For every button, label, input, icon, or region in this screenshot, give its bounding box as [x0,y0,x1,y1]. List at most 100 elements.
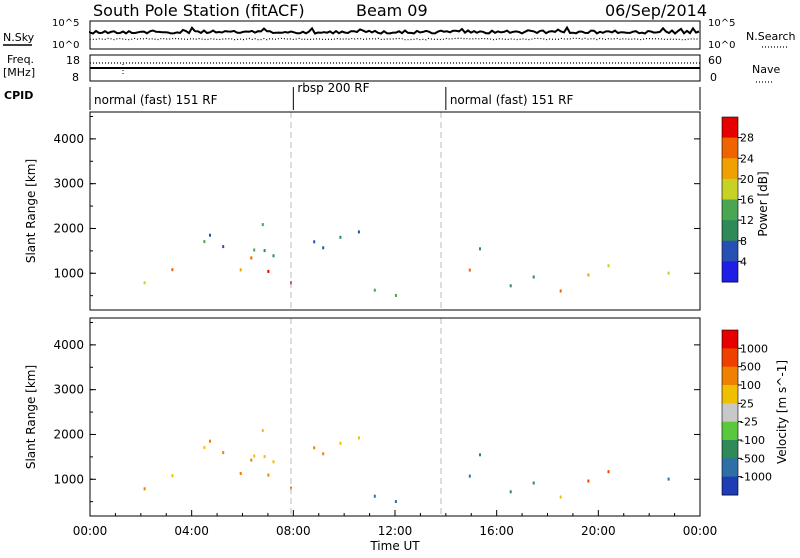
range-cell [373,494,376,498]
range-cell [607,264,610,268]
velocity-colorbar-label: Velocity [m s^-1] [775,360,789,464]
range-cell [509,490,512,494]
power-colorbar-tick-label: 20 [740,173,754,186]
power-colorbar-tick-label: 4 [740,255,747,268]
range-cell [222,451,225,455]
range-cell [222,245,225,249]
range-cell [509,284,512,288]
power-colorbar-tick-label: 28 [740,132,754,145]
cpid-panel: CPID normal (fast) 151 RF rbsp 200 RF norm… [4,81,701,110]
x-tick-label: 04:00 [174,524,209,538]
nsearch-label: N.Search [746,30,796,43]
range-cell [559,289,562,293]
power-colorbar-tick-label: 24 [740,152,754,165]
power-panel: 1000 2000 3000 4000 Slant Range [km] 28 24 20… [24,111,770,311]
y-tick-label: 1000 [53,472,84,486]
velocity-xlabel: Time UT [369,539,420,553]
nave-tick-high: 60 [708,54,722,67]
velocity-colorbar-tick-label: -25 [740,416,758,429]
range-cell [313,240,316,244]
range-cell [607,470,610,474]
power-ylabel: Slant Range [km] [24,159,38,263]
velocity-colorbar-tick-label: 1000 [740,342,768,355]
range-cell [203,240,206,244]
velocity-colorbar-swatch [722,330,738,349]
velocity-colorbar-tick-label: 25 [740,397,754,410]
range-cell [587,479,590,483]
range-cell [322,452,325,456]
velocity-colorbar-tick-label: -500 [740,452,765,465]
range-cell [272,460,275,464]
range-cell [313,446,316,450]
x-tick-label: 08:00 [276,524,311,538]
velocity-panel: 1000 2000 3000 4000 00:00 04:00 08:00 12:00 16:… [24,317,789,553]
range-cell [468,474,471,478]
power-colorbar-swatch [722,117,738,139]
range-cell [339,235,342,239]
range-cell [532,275,535,279]
range-cell [267,269,270,273]
velocity-colorbar-swatch [722,421,738,441]
range-cell [209,233,211,237]
nsky-label: N.Sky [3,31,35,44]
range-cell [261,223,264,227]
freq-tick-low: 8 [72,71,79,84]
range-cell [253,454,256,458]
x-tick-label: 12:00 [378,524,413,538]
y-tick-label: 3000 [53,383,84,397]
range-cell [171,268,174,272]
nsearch-tick-low: 10^0 [708,40,735,51]
range-cell [479,247,481,251]
range-cell [532,481,535,485]
range-cell [203,446,206,450]
power-colorbar-swatch [722,137,738,159]
nsky-panel: N.Sky 10^5 10^0 10^5 10^0 N.Search [3,18,796,51]
range-cell [339,441,342,445]
power-colorbar-swatch [722,158,738,180]
power-colorbar-label: Power [dB] [756,171,770,236]
range-cell [263,249,266,253]
power-colorbar-swatch [722,261,738,283]
range-cell [239,472,242,475]
power-colorbar-swatch [722,220,738,242]
power-colorbar-tick-label: 12 [740,214,754,227]
freq-panel: Freq. [MHz] 18 8 60 0 Nave [3,53,780,84]
range-cell [357,230,360,234]
range-cell [143,281,146,285]
x-tick-label: 00:00 [683,524,718,538]
y-tick-label: 1000 [53,266,84,280]
y-tick-label: 2000 [53,221,84,235]
power-colorbar-swatch [722,178,738,200]
range-cell [394,294,397,297]
range-cell [394,500,397,503]
velocity-colorbar-swatch [722,403,738,423]
range-cell [667,477,670,481]
velocity-colorbar-tick-label: 500 [740,361,761,374]
velocity-colorbar-tick-label: -1000 [740,471,772,484]
range-cell [209,439,211,443]
y-tick-label: 2000 [53,427,84,441]
x-tick-label: 16:00 [479,524,514,538]
power-colorbar-tick-label: 8 [740,235,747,248]
range-cell [468,268,471,272]
nave-tick-low: 0 [710,71,717,84]
power-colorbar-tick-label: 16 [740,194,754,207]
velocity-colorbar-swatch [722,348,738,368]
range-cell [239,268,242,272]
range-cell [261,429,264,433]
range-cell [272,254,275,258]
range-cell [171,474,174,478]
beam-title: Beam 09 [356,1,428,20]
cpid-segment-label: normal (fast) 151 RF [450,93,574,107]
range-cell [250,256,253,260]
x-tick-label: 00:00 [73,524,108,538]
nsearch-tick-high: 10^5 [708,18,735,29]
range-cell [250,458,253,462]
y-tick-label: 4000 [53,132,84,146]
velocity-colorbar-swatch [722,476,738,496]
y-tick-label: 3000 [53,177,84,191]
station-title: South Pole Station (fitACF) [93,1,305,20]
nave-label: Nave [752,63,780,76]
cpid-segment-label: normal (fast) 151 RF [94,93,218,107]
velocity-colorbar-swatch [722,440,738,459]
